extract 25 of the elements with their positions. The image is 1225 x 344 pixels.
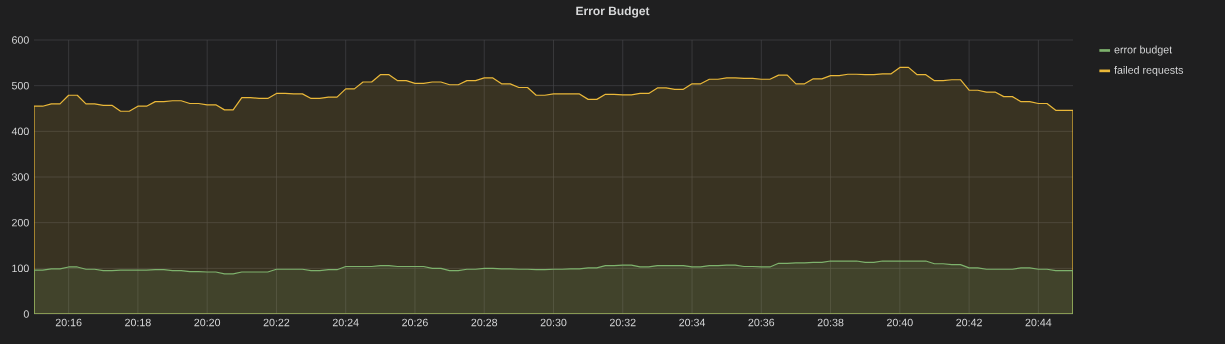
x-tick-label: 20:16 bbox=[55, 318, 82, 327]
x-tick-label: 20:18 bbox=[125, 318, 151, 327]
x-tick-label: 20:42 bbox=[956, 318, 982, 327]
x-tick-label: 20:26 bbox=[402, 318, 428, 327]
x-tick-label: 20:38 bbox=[817, 318, 844, 327]
y-tick-label: 0 bbox=[23, 310, 29, 318]
y-tick-label: 300 bbox=[11, 173, 29, 181]
x-tick-label: 20:44 bbox=[1025, 318, 1052, 327]
x-tick-label: 20:30 bbox=[540, 318, 567, 327]
y-tick-label: 100 bbox=[12, 264, 29, 273]
chart-title: Error Budget bbox=[576, 6, 650, 18]
x-tick-label: 20:36 bbox=[748, 318, 775, 327]
legend-label: failed requests bbox=[1114, 65, 1184, 76]
y-tick-label: 500 bbox=[11, 81, 29, 90]
x-tick-label: 20:24 bbox=[332, 318, 359, 327]
x-tick-label: 20:34 bbox=[679, 318, 706, 327]
legend-label: error budget bbox=[1114, 45, 1173, 56]
y-tick-label: 200 bbox=[12, 218, 29, 227]
x-tick-label: 20:22 bbox=[263, 318, 290, 327]
x-tick-label: 20:20 bbox=[194, 318, 221, 327]
x-tick-label: 20:40 bbox=[887, 318, 913, 327]
y-tick-label: 400 bbox=[11, 127, 29, 136]
y-tick-label: 600 bbox=[12, 36, 29, 44]
x-tick-label: 20:28 bbox=[471, 318, 498, 327]
x-tick-label: 20:32 bbox=[609, 318, 636, 327]
